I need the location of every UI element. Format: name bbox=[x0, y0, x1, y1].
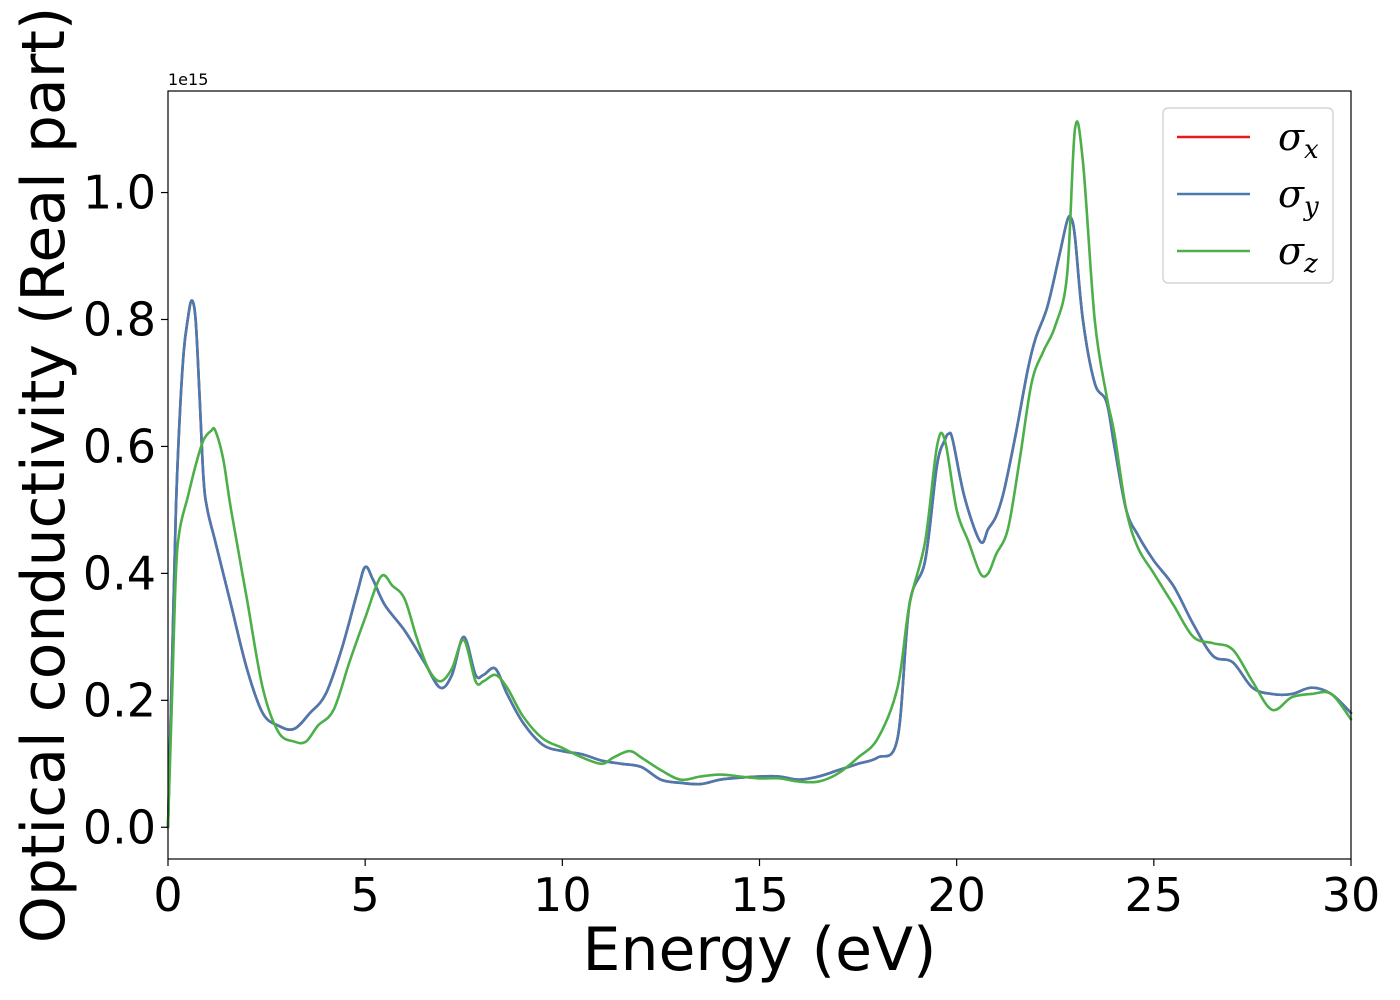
legend-entries: σx σy σz bbox=[1177, 115, 1319, 279]
legend: σx σy σz bbox=[1162, 107, 1334, 284]
y-tick-label: 0.6 bbox=[83, 419, 156, 473]
y-tick-label: 0.8 bbox=[83, 292, 156, 346]
series-layer bbox=[166, 120, 1353, 829]
x-tick-label: 30 bbox=[1322, 868, 1381, 922]
y-tick-label: 0.0 bbox=[83, 800, 156, 854]
legend-label-z: σz bbox=[1278, 229, 1318, 279]
series-line-z bbox=[166, 120, 1353, 829]
legend-frame bbox=[1162, 107, 1334, 284]
x-tick-label: 20 bbox=[927, 868, 986, 922]
x-axis-label: Energy (eV) bbox=[583, 915, 937, 985]
x-axis: 0 5 10 15 20 25 30 bbox=[153, 859, 1380, 922]
y-offset-label: 1e15 bbox=[168, 70, 208, 89]
plot-area bbox=[168, 91, 1351, 859]
y-tick-label: 0.2 bbox=[83, 673, 156, 727]
x-tick-label: 15 bbox=[730, 868, 789, 922]
y-tick-label: 1.0 bbox=[83, 166, 156, 220]
x-tick-label: 0 bbox=[153, 868, 182, 922]
y-axis-label: Optical conductivity (Real part) bbox=[9, 7, 79, 944]
x-tick-label: 10 bbox=[533, 868, 592, 922]
y-axis: 0.0 0.2 0.4 0.6 0.8 1.0 bbox=[83, 166, 168, 854]
x-tick-label: 25 bbox=[1125, 868, 1184, 922]
series-line-y bbox=[166, 214, 1353, 829]
legend-label-x: σx bbox=[1278, 115, 1319, 165]
y-tick-label: 0.4 bbox=[83, 546, 156, 600]
legend-label-y: σy bbox=[1278, 172, 1319, 222]
x-tick-label: 5 bbox=[351, 868, 380, 922]
